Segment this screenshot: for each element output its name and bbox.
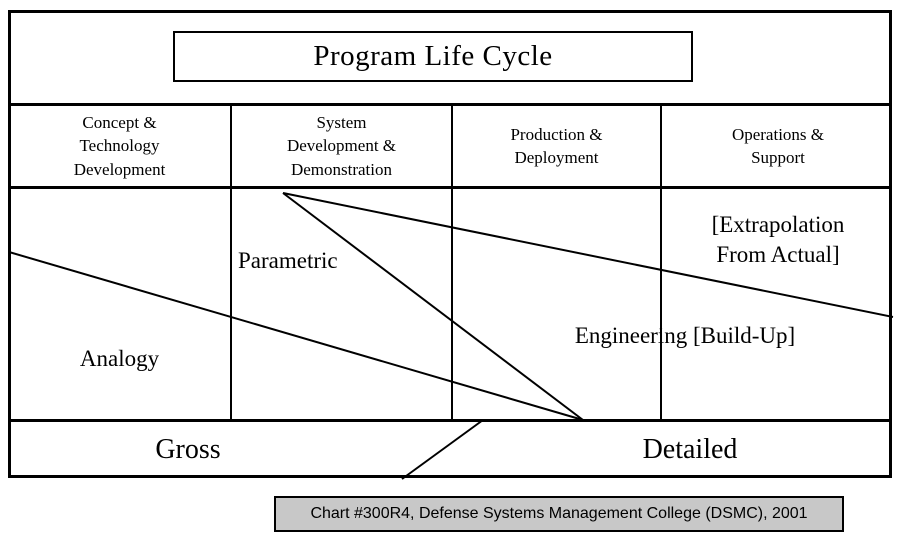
detail-level-gross-label: Gross <box>155 434 221 465</box>
phase-header-bottom-line <box>8 186 892 189</box>
method-analogy-label: Analogy <box>79 346 160 371</box>
source-caption-box: Chart #300R4, Defense Systems Management… <box>274 496 844 532</box>
method-extrapolation-from-actual-label: [Extrapolation From Actual] <box>711 212 845 267</box>
page-title: Program Life Cycle <box>313 40 553 72</box>
source-caption-text: Chart #300R4, Defense Systems Management… <box>310 505 808 522</box>
method-parametric-label: Parametric <box>238 248 338 273</box>
phase-production-deployment: Production & Deployment <box>510 124 603 167</box>
title-row-bottom-line <box>8 103 892 106</box>
phase-operations-support: Operations & Support <box>731 124 825 167</box>
phase-concept-technology-development: Concept & Technology Development <box>73 112 166 179</box>
program-life-cycle-title-box: Program Life Cycle <box>173 31 693 82</box>
detail-level-detailed-label: Detailed <box>642 434 738 465</box>
method-engineering-build-up-label: Engineering [Build-Up] <box>574 323 796 348</box>
phase-system-development-demonstration: System Development & Demonstration <box>286 112 397 179</box>
